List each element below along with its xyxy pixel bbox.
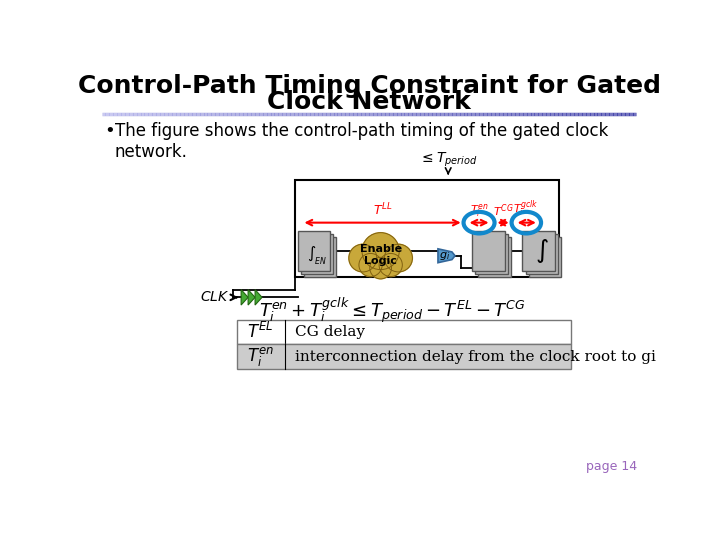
FancyBboxPatch shape xyxy=(528,237,561,278)
Text: CG delay: CG delay xyxy=(295,325,365,339)
FancyBboxPatch shape xyxy=(475,234,508,274)
Text: $T^{EL}$: $T^{EL}$ xyxy=(247,322,274,342)
Text: page 14: page 14 xyxy=(586,460,637,473)
FancyBboxPatch shape xyxy=(472,231,505,271)
Text: $T^{LL}$: $T^{LL}$ xyxy=(373,202,392,219)
Text: $g_i$: $g_i$ xyxy=(439,250,451,262)
FancyBboxPatch shape xyxy=(478,237,510,278)
FancyBboxPatch shape xyxy=(523,231,555,271)
Text: •: • xyxy=(104,122,114,140)
Polygon shape xyxy=(438,249,455,262)
Text: interconnection delay from the clock root to gi: interconnection delay from the clock roo… xyxy=(295,349,656,363)
Text: The figure shows the control-path timing of the gated clock
network.: The figure shows the control-path timing… xyxy=(114,122,608,160)
Circle shape xyxy=(362,233,399,269)
Circle shape xyxy=(349,244,377,272)
FancyBboxPatch shape xyxy=(238,345,570,369)
Circle shape xyxy=(370,257,392,279)
FancyBboxPatch shape xyxy=(297,231,330,271)
FancyBboxPatch shape xyxy=(301,234,333,274)
Text: $T_i^{gclk}$: $T_i^{gclk}$ xyxy=(513,198,539,219)
Text: $CLK$: $CLK$ xyxy=(200,291,230,305)
Text: $T^{CG}$: $T^{CG}$ xyxy=(492,202,513,219)
Circle shape xyxy=(384,244,413,272)
Text: $\int$: $\int$ xyxy=(535,237,549,265)
Circle shape xyxy=(379,253,402,276)
FancyBboxPatch shape xyxy=(304,237,336,278)
FancyBboxPatch shape xyxy=(526,234,558,274)
FancyBboxPatch shape xyxy=(238,320,570,345)
Polygon shape xyxy=(241,289,248,305)
Text: Clock Network: Clock Network xyxy=(267,90,471,114)
Text: Control-Path Timing Constraint for Gated: Control-Path Timing Constraint for Gated xyxy=(78,73,660,98)
Polygon shape xyxy=(248,289,255,305)
Text: $T_i^{en}$: $T_i^{en}$ xyxy=(469,202,488,219)
Text: $\leq T_{period}$: $\leq T_{period}$ xyxy=(419,151,477,168)
Text: $T_i^{en} + T_i^{gclk} \leq T_{period} - T^{EL} - T^{CG}$: $T_i^{en} + T_i^{gclk} \leq T_{period} -… xyxy=(258,296,526,326)
Text: Enable
Logic: Enable Logic xyxy=(359,244,402,266)
Text: $T_i^{en}$: $T_i^{en}$ xyxy=(247,345,274,368)
Circle shape xyxy=(359,253,382,276)
Polygon shape xyxy=(255,289,262,305)
Text: $\int_{EN}$: $\int_{EN}$ xyxy=(307,245,328,267)
